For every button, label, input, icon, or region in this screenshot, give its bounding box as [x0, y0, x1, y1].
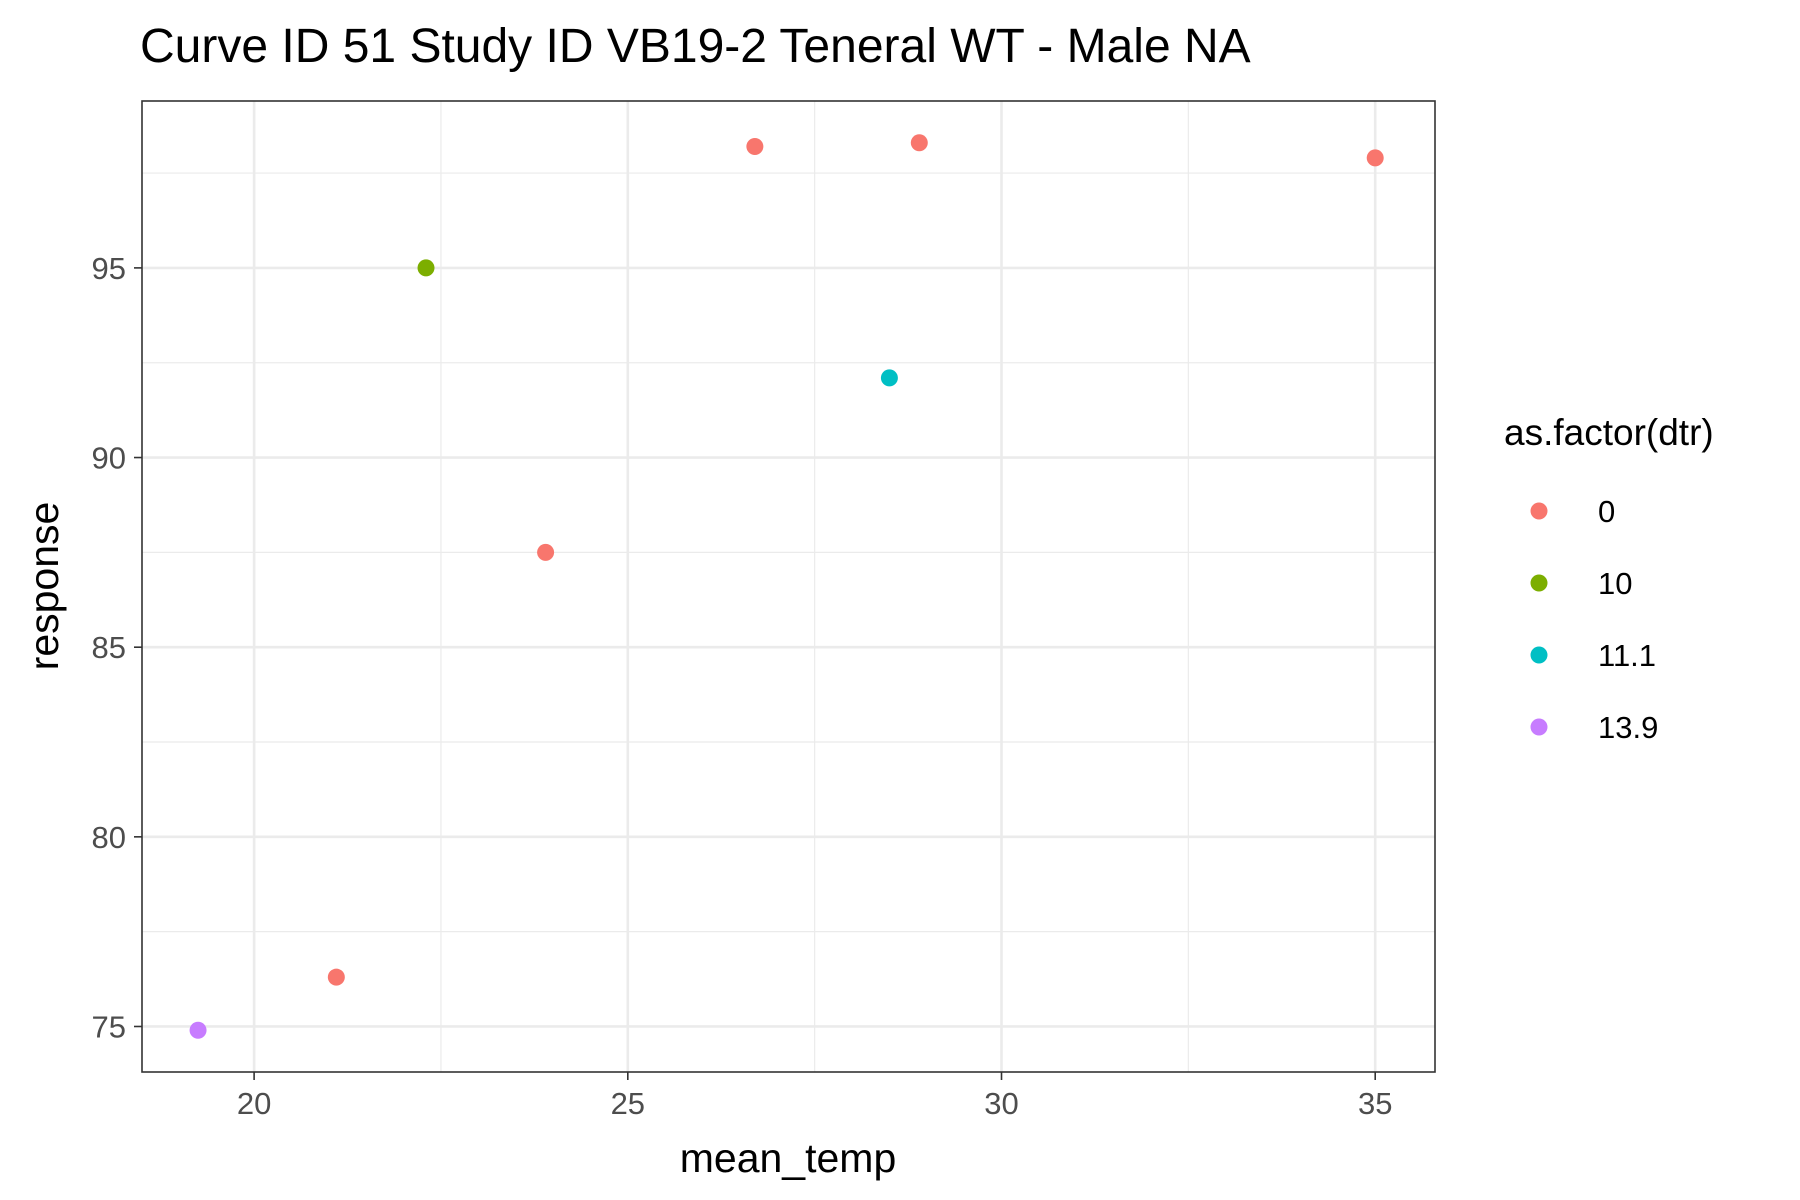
- legend-key: [1530, 646, 1548, 664]
- legend-key: [1530, 718, 1548, 736]
- data-point: [417, 259, 435, 277]
- data-point: [537, 543, 555, 561]
- y-axis-ticks: 75 80 85 90 95: [92, 251, 142, 1044]
- legend-key: [1530, 502, 1548, 520]
- data-point: [1366, 149, 1384, 167]
- y-tick-label: 95: [92, 251, 126, 286]
- data-point: [327, 968, 345, 986]
- y-tick-label: 80: [92, 820, 126, 855]
- legend-label: 11.1: [1598, 638, 1656, 673]
- x-tick-label: 30: [984, 1086, 1018, 1121]
- grid-lines: [142, 101, 1435, 1072]
- legend: as.factor(dtr) 0 10 11.1 13.9: [1504, 412, 1714, 745]
- y-tick-label: 75: [92, 1009, 126, 1044]
- legend-label: 13.9: [1598, 710, 1658, 745]
- x-tick-label: 35: [1358, 1086, 1392, 1121]
- legend-label: 10: [1598, 566, 1632, 601]
- data-point: [746, 138, 764, 156]
- legend-label: 0: [1598, 494, 1615, 529]
- plot-panel-border: [141, 100, 1436, 1073]
- y-axis-title: response: [21, 502, 67, 671]
- x-axis-ticks: 20 25 30 35: [237, 1072, 1392, 1121]
- data-point: [910, 134, 928, 152]
- data-point: [880, 369, 898, 387]
- data-point: [189, 1021, 207, 1039]
- legend-title: as.factor(dtr): [1504, 412, 1714, 453]
- x-tick-label: 20: [237, 1086, 271, 1121]
- data-points: [189, 134, 1384, 1039]
- y-tick-label: 85: [92, 630, 126, 665]
- y-tick-label: 90: [92, 441, 126, 476]
- x-axis-title: mean_temp: [680, 1135, 897, 1181]
- legend-key: [1530, 574, 1548, 592]
- legend-entries: 0 10 11.1 13.9: [1530, 494, 1658, 745]
- chart-title: Curve ID 51 Study ID VB19-2 Teneral WT -…: [140, 20, 1251, 73]
- x-tick-label: 25: [611, 1086, 645, 1121]
